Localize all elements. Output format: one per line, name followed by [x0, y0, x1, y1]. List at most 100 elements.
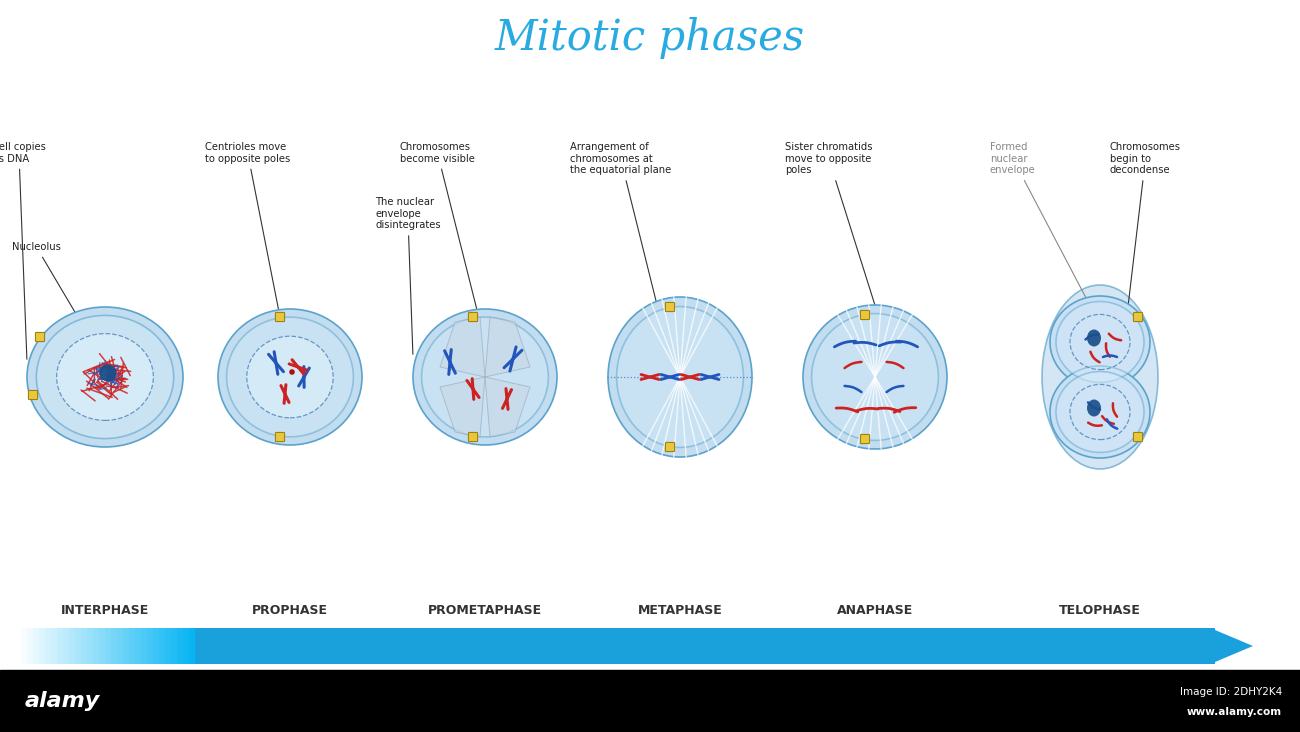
Polygon shape: [439, 317, 485, 377]
Bar: [315, 628, 321, 664]
Bar: [507, 628, 514, 664]
Bar: [477, 628, 484, 664]
Bar: [789, 628, 796, 664]
Bar: [406, 628, 411, 664]
Bar: [585, 628, 592, 664]
Bar: [225, 628, 231, 664]
Bar: [826, 628, 831, 664]
Bar: [188, 628, 195, 664]
Text: PROPHASE: PROPHASE: [252, 604, 328, 617]
Bar: [273, 628, 280, 664]
Bar: [849, 628, 855, 664]
Text: Centrioles move
to opposite poles: Centrioles move to opposite poles: [205, 142, 290, 314]
Bar: [213, 628, 218, 664]
Bar: [1076, 628, 1083, 664]
Bar: [987, 628, 993, 664]
Bar: [363, 628, 369, 664]
Bar: [465, 628, 471, 664]
Text: The nuclear
envelope
disintegrates: The nuclear envelope disintegrates: [374, 197, 441, 354]
Ellipse shape: [616, 307, 744, 447]
Ellipse shape: [1087, 329, 1101, 346]
Bar: [975, 628, 982, 664]
Bar: [1154, 628, 1161, 664]
Bar: [621, 628, 627, 664]
Bar: [140, 628, 147, 664]
Bar: [998, 628, 1005, 664]
Bar: [387, 628, 393, 664]
Bar: [627, 628, 633, 664]
Bar: [153, 628, 159, 664]
Bar: [993, 628, 998, 664]
Bar: [903, 628, 909, 664]
Bar: [608, 628, 615, 664]
Bar: [81, 628, 87, 664]
Bar: [1071, 628, 1076, 664]
FancyBboxPatch shape: [666, 302, 675, 312]
Bar: [753, 628, 759, 664]
Bar: [693, 628, 699, 664]
Bar: [764, 628, 771, 664]
Bar: [280, 628, 285, 664]
Bar: [537, 628, 543, 664]
Bar: [640, 628, 645, 664]
Bar: [447, 628, 452, 664]
Bar: [237, 628, 243, 664]
Bar: [321, 628, 328, 664]
Ellipse shape: [226, 317, 354, 437]
Bar: [202, 628, 207, 664]
Bar: [1065, 628, 1071, 664]
Bar: [578, 628, 585, 664]
Bar: [1179, 628, 1186, 664]
Bar: [429, 628, 436, 664]
Ellipse shape: [1087, 400, 1101, 417]
Ellipse shape: [413, 309, 556, 445]
FancyBboxPatch shape: [35, 332, 44, 342]
Bar: [183, 628, 188, 664]
Bar: [1041, 628, 1046, 664]
Bar: [1167, 628, 1173, 664]
FancyBboxPatch shape: [861, 435, 870, 444]
Circle shape: [289, 369, 295, 375]
Bar: [1186, 628, 1191, 664]
Bar: [783, 628, 789, 664]
Bar: [645, 628, 651, 664]
Bar: [57, 628, 62, 664]
Bar: [124, 628, 129, 664]
Bar: [471, 628, 477, 664]
Bar: [686, 628, 693, 664]
Bar: [75, 628, 81, 664]
Bar: [723, 628, 729, 664]
Bar: [530, 628, 537, 664]
Bar: [670, 628, 675, 664]
Bar: [831, 628, 837, 664]
Bar: [1089, 628, 1095, 664]
Bar: [459, 628, 465, 664]
Bar: [195, 628, 202, 664]
Bar: [699, 628, 705, 664]
Bar: [1035, 628, 1041, 664]
Bar: [939, 628, 945, 664]
Bar: [333, 628, 339, 664]
Bar: [399, 628, 406, 664]
Bar: [812, 628, 819, 664]
Bar: [867, 628, 874, 664]
Bar: [663, 628, 670, 664]
Bar: [111, 628, 117, 664]
FancyBboxPatch shape: [29, 390, 38, 400]
Bar: [1173, 628, 1179, 664]
Bar: [777, 628, 783, 664]
FancyBboxPatch shape: [468, 433, 477, 441]
Bar: [1209, 628, 1216, 664]
Bar: [344, 628, 351, 664]
Bar: [573, 628, 578, 664]
Ellipse shape: [1050, 296, 1150, 388]
Bar: [920, 628, 927, 664]
Bar: [861, 628, 867, 664]
Bar: [1124, 628, 1131, 664]
Bar: [741, 628, 747, 664]
Bar: [358, 628, 363, 664]
Text: Arrangement of
chromosomes at
the equatorial plane: Arrangement of chromosomes at the equato…: [569, 142, 671, 354]
Bar: [147, 628, 153, 664]
Bar: [303, 628, 309, 664]
Bar: [1017, 628, 1023, 664]
